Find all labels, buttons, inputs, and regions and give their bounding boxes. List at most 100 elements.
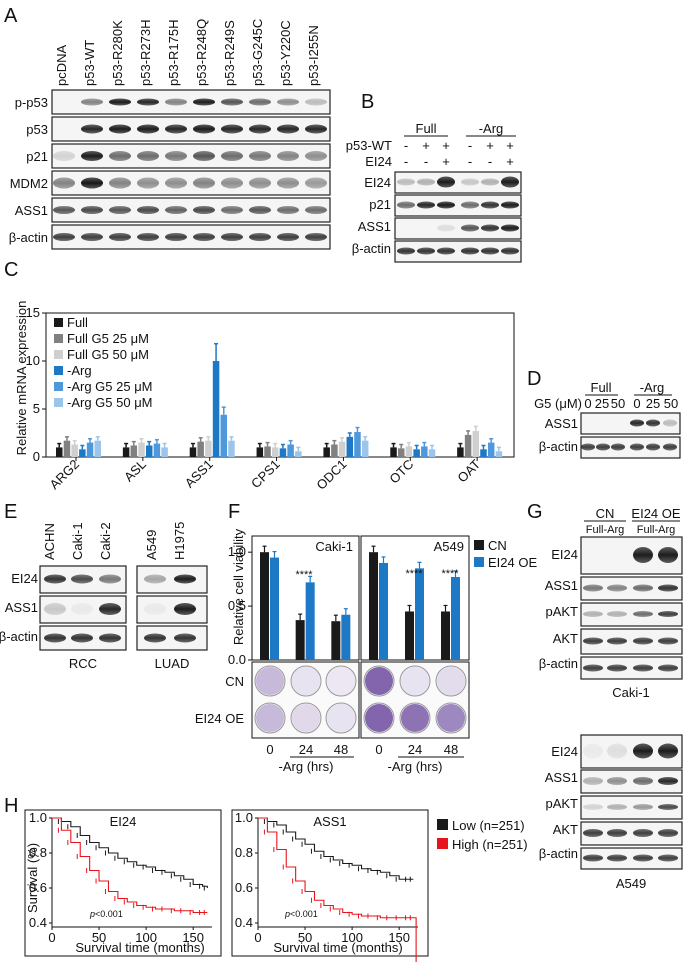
- western-band: [193, 206, 215, 214]
- western-band: [583, 829, 603, 837]
- g-row-label: ASS1: [545, 770, 578, 785]
- f-title-caki-1: Caki-1: [315, 539, 353, 554]
- c-bar: [271, 447, 279, 457]
- c-bar: [212, 361, 220, 457]
- legend-swatch-full-g5-50: [54, 350, 63, 359]
- sign: -: [468, 138, 472, 153]
- h-pval-2: p<0.001: [284, 909, 318, 919]
- western-band: [249, 98, 271, 106]
- western-band: [277, 233, 299, 241]
- western-band: [583, 637, 603, 645]
- c-bar: [405, 446, 413, 457]
- bands-d: [581, 419, 677, 451]
- western-band: [165, 233, 187, 241]
- h-x-tick-label: 50: [298, 930, 312, 945]
- c-x-tick-label: ODC1: [313, 457, 349, 493]
- h-km-curve: [52, 817, 208, 888]
- western-band: [501, 247, 519, 255]
- c-bar: [397, 448, 405, 457]
- c-bar: [153, 443, 161, 457]
- sign: +: [486, 138, 494, 153]
- f-title-a549: A549: [434, 539, 464, 554]
- western-band: [305, 124, 327, 134]
- f-y-tick-label: 0.0: [228, 652, 246, 667]
- h-frame-ei24: [24, 809, 222, 957]
- c-x-tick-label: ASL: [121, 457, 149, 485]
- f-wells: [254, 665, 467, 734]
- h-y-tick-label: 1.0: [29, 810, 47, 825]
- western-band: [277, 151, 299, 161]
- e-lane-h1975: H1975: [172, 522, 187, 560]
- western-band: [165, 177, 187, 189]
- western-band: [165, 124, 187, 134]
- h-pval-prefix: p: [89, 909, 95, 919]
- western-band: [249, 206, 271, 214]
- h-plots: 0.4 0.6 0.8 1.0 0 50 100 150 0.4 0.6 0.8 1.0 0 50 100 1…: [29, 810, 418, 962]
- h-x-tick-label: 100: [341, 930, 363, 945]
- sign: +: [506, 138, 514, 153]
- western-band: [174, 574, 196, 584]
- f-bar: [405, 611, 414, 660]
- western-band: [144, 574, 166, 584]
- f-well-stain: [365, 704, 393, 732]
- c-bar: [464, 434, 472, 457]
- c-x-tick-label: OTC: [386, 457, 416, 487]
- blot-g2-actin: [580, 847, 683, 870]
- legend-label-ei24-oe: EI24 OE: [488, 555, 537, 570]
- group-label-full: Full: [416, 121, 437, 136]
- c-bar: [472, 431, 480, 457]
- legend-swatch-arg-g5-25: [54, 382, 63, 391]
- f-y-tick-label: 0.5: [228, 598, 246, 613]
- western-band: [583, 584, 603, 592]
- western-band: [633, 664, 653, 672]
- western-band: [193, 233, 215, 241]
- f-bar: [341, 614, 351, 660]
- western-band: [165, 151, 187, 161]
- f-well-stain: [437, 704, 465, 732]
- h-x-tick-label: 150: [388, 930, 410, 945]
- legend-swatch-high: [437, 838, 448, 849]
- legend-label-high: High (n=251): [452, 837, 528, 852]
- c-bar: [228, 440, 235, 457]
- panel-d: Full -Arg G5 (μM) 0 25 50 0 25 50 ASS1 β…: [534, 380, 681, 459]
- f-x-axis-label-1: -Arg (hrs): [279, 759, 334, 774]
- h-x-tick-label: 0: [48, 930, 55, 945]
- western-band: [583, 743, 603, 759]
- g-row-label: β-actin: [539, 656, 578, 671]
- bands-g: [583, 547, 678, 862]
- c-bar: [79, 449, 86, 457]
- lane-label-p53-g245c: p53-G245C: [250, 19, 265, 86]
- row-label-b-p21: p21: [369, 197, 391, 212]
- western-band: [137, 206, 159, 214]
- group-label-arg: -Arg: [479, 121, 504, 136]
- c-bar: [145, 445, 153, 457]
- sign: +: [442, 154, 450, 169]
- western-band: [397, 178, 415, 186]
- panel-letter-f: F: [228, 501, 240, 523]
- f-bar: [415, 568, 424, 660]
- panel-a-blots: [51, 89, 331, 250]
- f-y-axis-label: Relative cell viability: [231, 528, 246, 645]
- c-legend: Full Full G5 25 μM Full G5 50 μM -Arg -A…: [54, 315, 153, 410]
- c-bar: [56, 447, 63, 457]
- f-bar: [260, 552, 269, 660]
- bands-e: [44, 574, 196, 643]
- legend-swatch-ei24-oe: [474, 557, 484, 567]
- h-km-curve: [258, 817, 414, 880]
- h-y-tick-label: 0.4: [29, 915, 47, 930]
- western-band: [607, 584, 627, 592]
- f-bar: [270, 557, 279, 660]
- western-band: [607, 664, 627, 672]
- c-bar: [94, 440, 101, 457]
- western-band: [658, 829, 678, 837]
- sign: -: [468, 154, 472, 169]
- c-bar: [421, 446, 428, 457]
- g-caki-1-rows: EI24 ASS1 pAKT AKT β-actin: [539, 547, 578, 671]
- western-band: [658, 637, 678, 645]
- e-group-rcc: RCC: [69, 656, 97, 671]
- f-well-stain: [401, 667, 429, 695]
- f-x-tick: 0: [375, 742, 382, 757]
- g-a549-rows: EI24 ASS1 pAKT AKT β-actin: [539, 744, 578, 861]
- h-y-tick-label: 0.8: [29, 845, 47, 860]
- bands-a: [53, 98, 327, 241]
